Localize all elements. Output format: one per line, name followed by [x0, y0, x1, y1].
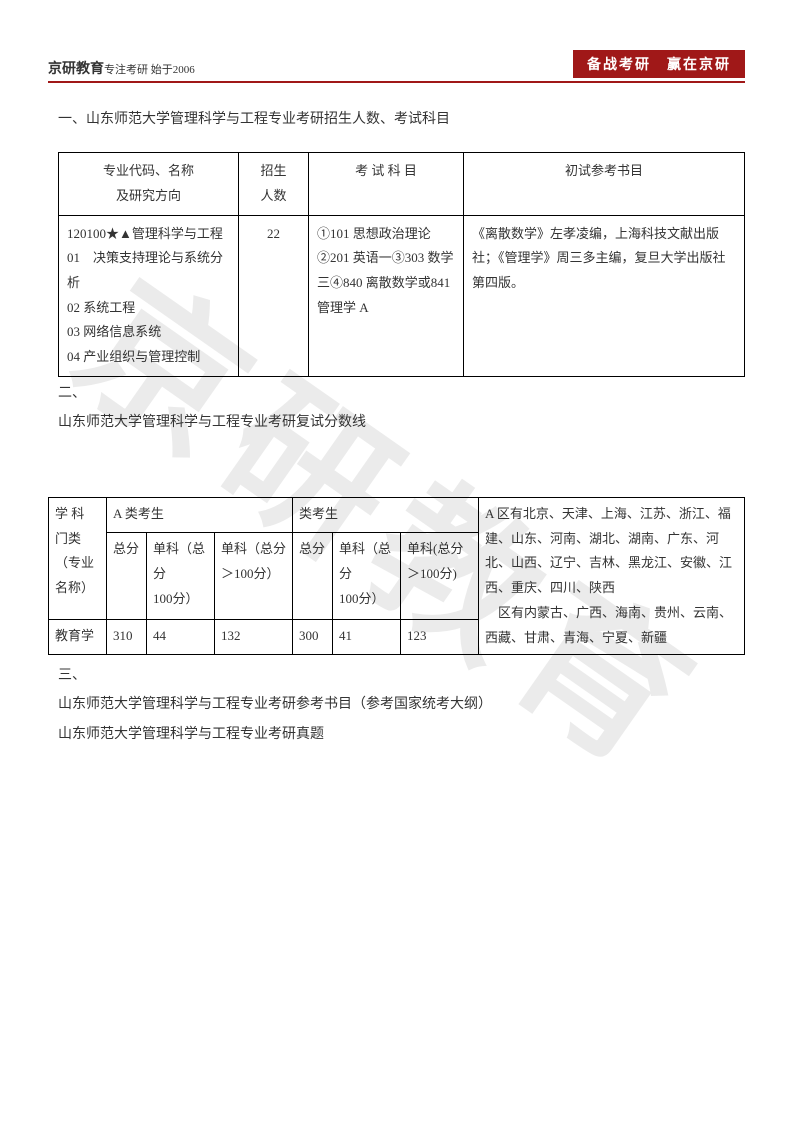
- t1-header-refs: 初试参考书目: [464, 153, 745, 215]
- t1-cell-code: 120100★▲管理科学与工程 01 决策支持理论与系统分析 02 系统工程 0…: [59, 215, 239, 376]
- t1-h-c1b: 及研究方向: [67, 184, 230, 209]
- code-line-0: 120100★▲管理科学与工程: [67, 222, 230, 247]
- page-content: 京研教育专注考研 始于2006 备战考研 赢在京研 一、山东师范大学管理科学与工…: [0, 0, 793, 799]
- t2-r-a-s1: 44: [147, 619, 215, 654]
- t2-r-cat: 教育学: [49, 619, 107, 654]
- t1-h-c2a: 招生: [247, 159, 300, 184]
- t2-r-b-s1: 41: [333, 619, 401, 654]
- t2-r-b-s2: 123: [401, 619, 479, 654]
- t1-cell-subjects: ①101 思想政治理论②201 英语一③303 数学三④840 离散数学或841…: [309, 215, 464, 376]
- header-slogan: 备战考研 赢在京研: [573, 50, 745, 78]
- t2-h-b-s2: 单科(总分＞100分): [401, 533, 479, 620]
- t2-h-groupB: 类考生: [293, 498, 479, 533]
- brand-sub: 专注考研 始于2006: [104, 64, 195, 76]
- t2-h-b-s1: 单科（总分 100分）: [333, 533, 401, 620]
- section2-num: 二、: [58, 381, 745, 406]
- t2-r-b-total: 300: [293, 619, 333, 654]
- brand-name: 京研教育: [48, 62, 104, 77]
- t2-r-a-s2: 132: [215, 619, 293, 654]
- t1-cell-enroll: 22: [239, 215, 309, 376]
- t2-h-b-total: 总分: [293, 533, 333, 620]
- t1-h-c1a: 专业代码、名称: [67, 159, 230, 184]
- table-enrollment: 专业代码、名称 及研究方向 招生 人数 考 试 科 目 初试参考书目 12010…: [58, 152, 745, 377]
- t2-h-a-s1: 单科（总分 100分）: [147, 533, 215, 620]
- t2-h-a-s2: 单科（总分＞100分）: [215, 533, 293, 620]
- table-score-line: 学 科 门类（专业名称） A 类考生 类考生 A 区有北京、天津、上海、江苏、浙…: [48, 497, 745, 655]
- section1-title: 一、山东师范大学管理科学与工程专业考研招生人数、考试科目: [58, 107, 745, 132]
- t2-h-a-total: 总分: [107, 533, 147, 620]
- code-line-4: 04 产业组织与管理控制: [67, 345, 230, 370]
- t2-cell-note: A 区有北京、天津、上海、江苏、浙江、福建、山东、河南、湖北、湖南、广东、河北、…: [479, 498, 745, 655]
- t1-h-c2b: 人数: [247, 184, 300, 209]
- header-left: 京研教育专注考研 始于2006: [48, 58, 195, 78]
- t2-h-groupA: A 类考生: [107, 498, 293, 533]
- section2-title: 山东师范大学管理科学与工程专业考研复试分数线: [58, 410, 745, 435]
- t1-header-code: 专业代码、名称 及研究方向: [59, 153, 239, 215]
- section3-line1: 山东师范大学管理科学与工程专业考研参考书目（参考国家统考大纲）: [58, 692, 745, 717]
- code-line-1: 01 决策支持理论与系统分析: [67, 246, 230, 295]
- t1-header-subjects: 考 试 科 目: [309, 153, 464, 215]
- t2-h-cat: 学 科 门类（专业名称）: [49, 498, 107, 620]
- code-line-2: 02 系统工程: [67, 296, 230, 321]
- section3-line2: 山东师范大学管理科学与工程专业考研真题: [58, 722, 745, 747]
- t1-header-enroll: 招生 人数: [239, 153, 309, 215]
- t2-r-a-total: 310: [107, 619, 147, 654]
- header-bar: 京研教育专注考研 始于2006 备战考研 赢在京研: [48, 50, 745, 83]
- code-line-3: 03 网络信息系统: [67, 320, 230, 345]
- t1-cell-refs: 《离散数学》左孝凌编，上海科技文献出版社；《管理学》周三多主编，复旦大学出版社第…: [464, 215, 745, 376]
- section3-num: 三、: [58, 663, 745, 688]
